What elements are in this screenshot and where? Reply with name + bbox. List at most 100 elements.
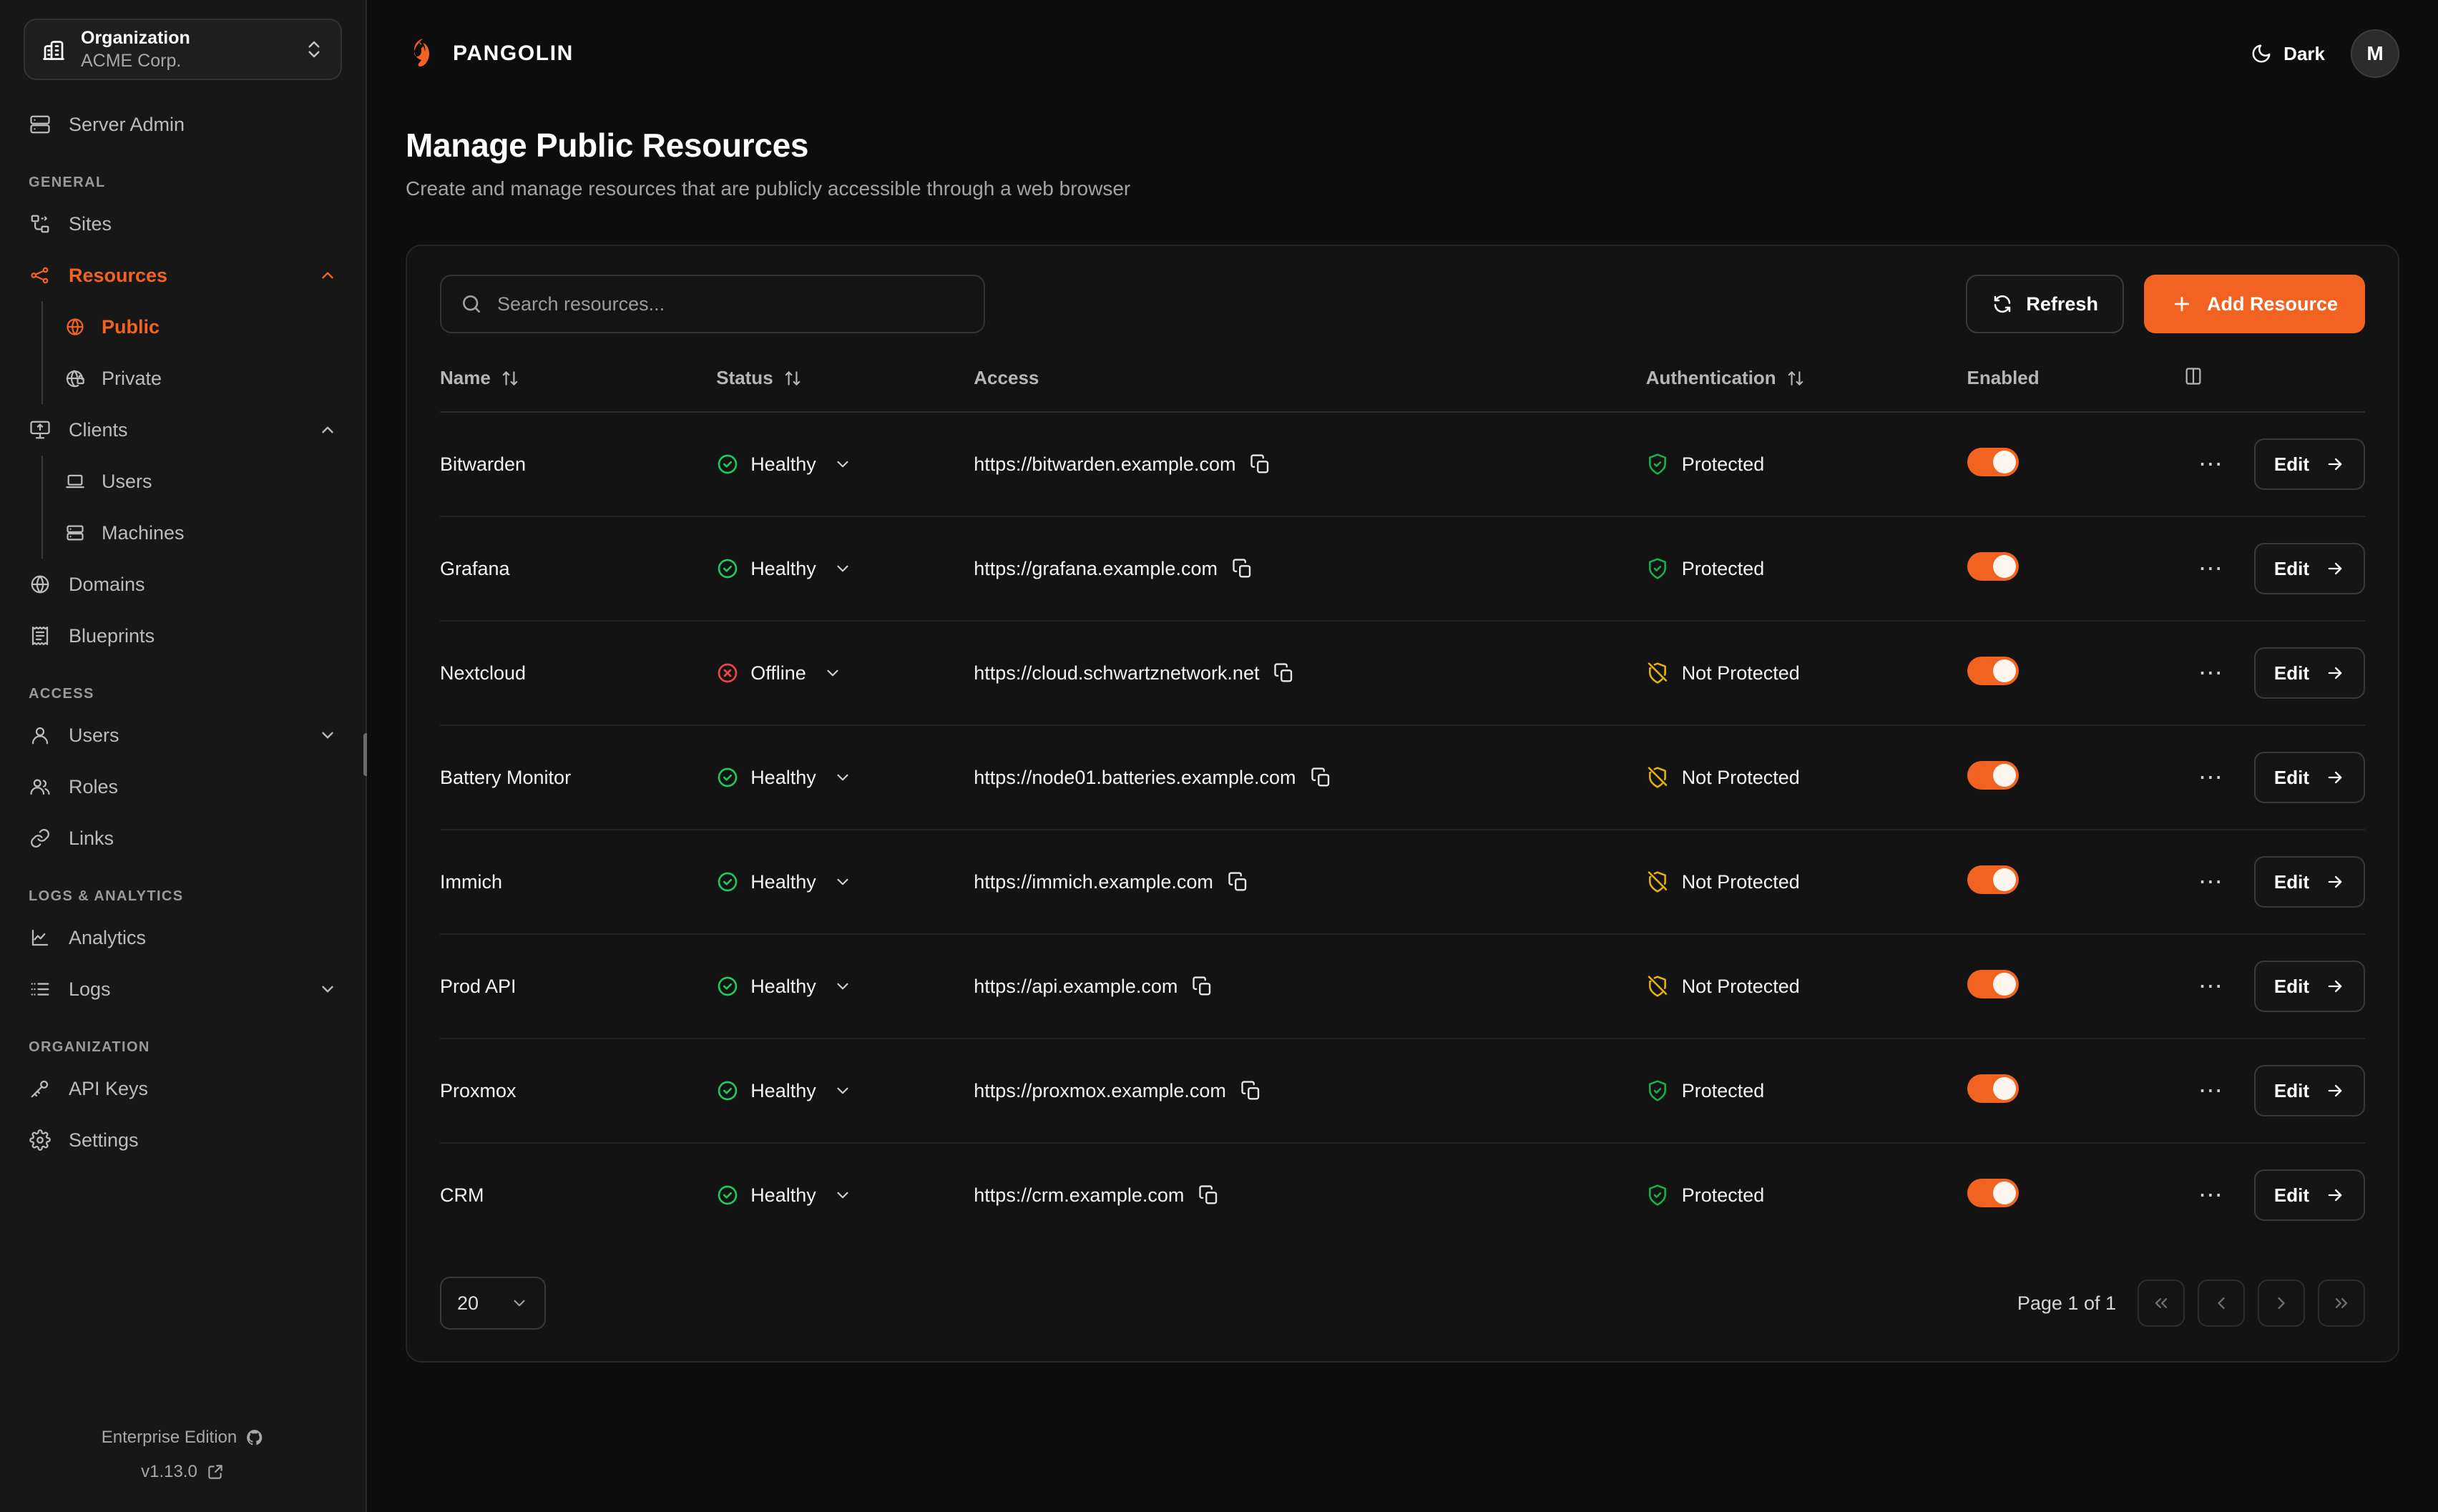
chevron-down-icon[interactable] (833, 1081, 852, 1100)
table-row[interactable]: Immich Healthy https://immich.example.com N… (440, 830, 2365, 935)
copy-icon[interactable] (1198, 1184, 1220, 1206)
table-row[interactable]: Proxmox Healthy https://proxmox.example.co… (440, 1039, 2365, 1144)
chevron-down-icon[interactable] (833, 768, 852, 787)
status-badge[interactable]: Healthy (716, 453, 974, 476)
enabled-toggle[interactable] (1967, 656, 2019, 685)
status-badge[interactable]: Healthy (716, 766, 974, 789)
status-badge[interactable]: Healthy (716, 1079, 974, 1102)
edit-button[interactable]: Edit (2253, 961, 2365, 1012)
theme-toggle[interactable]: Dark (2251, 43, 2325, 65)
enabled-toggle[interactable] (1967, 1178, 2019, 1207)
status-badge[interactable]: Offline (716, 662, 974, 684)
row-menu-button[interactable]: ⋯ (2198, 1077, 2224, 1104)
search-box[interactable] (440, 275, 985, 333)
copy-icon[interactable] (1228, 871, 1249, 893)
sidebar-item-clients[interactable]: Clients (19, 404, 347, 456)
chevron-down-icon[interactable] (833, 455, 852, 473)
list-icon (29, 978, 52, 1001)
sidebar-item-blueprints[interactable]: Blueprints (19, 610, 347, 662)
chevron-up-icon[interactable] (318, 421, 337, 439)
chevron-up-icon[interactable] (318, 266, 337, 285)
page-size-select[interactable]: 20 (440, 1277, 546, 1330)
enabled-toggle[interactable] (1967, 551, 2019, 581)
row-menu-button[interactable]: ⋯ (2198, 973, 2224, 1000)
sidebar-item-machines[interactable]: Machines (43, 507, 347, 559)
chevron-down-icon[interactable] (318, 726, 337, 745)
sidebar-item-users[interactable]: Users (19, 710, 347, 761)
sidebar-item-api-keys[interactable]: API Keys (19, 1063, 347, 1114)
refresh-button[interactable]: Refresh (1966, 275, 2124, 333)
avatar[interactable]: M (2351, 29, 2399, 78)
column-visibility-toggle[interactable] (2183, 366, 2365, 413)
enabled-toggle[interactable] (1967, 1074, 2019, 1103)
sidebar-item-server-admin[interactable]: Server Admin (19, 99, 347, 150)
row-menu-button[interactable]: ⋯ (2198, 555, 2224, 582)
status-badge[interactable]: Healthy (716, 557, 974, 580)
row-menu-button[interactable]: ⋯ (2198, 764, 2224, 791)
chevron-down-icon[interactable] (318, 980, 337, 998)
table-row[interactable]: Battery Monitor Healthy https://node01.bat… (440, 725, 2365, 830)
status-badge[interactable]: Healthy (716, 975, 974, 998)
status-badge[interactable]: Healthy (716, 870, 974, 893)
row-menu-button[interactable]: ⋯ (2198, 1182, 2224, 1209)
edit-button[interactable]: Edit (2253, 856, 2365, 908)
copy-icon[interactable] (1250, 453, 1271, 475)
sidebar-item-public[interactable]: Public (43, 301, 347, 353)
chevron-down-icon[interactable] (833, 1186, 852, 1204)
sidebar-item-analytics[interactable]: Analytics (19, 912, 347, 963)
chevron-down-icon[interactable] (823, 664, 842, 682)
row-menu-button[interactable]: ⋯ (2198, 451, 2224, 478)
search-input[interactable] (497, 293, 965, 315)
table-row[interactable]: Grafana Healthy https://grafana.example.co… (440, 516, 2365, 622)
sidebar-item-private[interactable]: Private (43, 353, 347, 404)
table-row[interactable]: Bitwarden Healthy https://bitwarden.exampl… (440, 412, 2365, 517)
sidebar-item-logs[interactable]: Logs (19, 963, 347, 1015)
copy-icon[interactable] (1273, 662, 1295, 684)
edit-button[interactable]: Edit (2253, 543, 2365, 594)
enabled-toggle[interactable] (1967, 447, 2019, 476)
org-switcher[interactable]: Organization ACME Corp. (24, 19, 342, 80)
version-link[interactable]: v1.13.0 (141, 1462, 225, 1482)
edition-link[interactable]: Enterprise Edition (102, 1428, 264, 1448)
sidebar-item-domains[interactable]: Domains (19, 559, 347, 610)
chevron-down-icon[interactable] (833, 977, 852, 996)
column-header-name[interactable]: Name (440, 366, 717, 413)
chevron-down-icon[interactable] (833, 559, 852, 578)
column-header-authentication[interactable]: Authentication (1645, 366, 1967, 413)
sidebar-item-clients-users[interactable]: Users (43, 456, 347, 507)
status-badge[interactable]: Healthy (716, 1184, 974, 1207)
last-page-button[interactable] (2318, 1280, 2365, 1327)
prev-page-button[interactable] (2198, 1280, 2245, 1327)
sidebar-scrollbar[interactable] (363, 733, 368, 776)
column-header-status[interactable]: Status (716, 366, 974, 413)
sidebar-item-sites[interactable]: Sites (19, 198, 347, 250)
enabled-toggle[interactable] (1967, 969, 2019, 998)
sidebar-item-roles[interactable]: Roles (19, 761, 347, 813)
copy-icon[interactable] (1240, 1080, 1262, 1101)
sidebar-item-settings[interactable]: Settings (19, 1114, 347, 1166)
edit-button[interactable]: Edit (2253, 647, 2365, 699)
add-resource-button[interactable]: Add Resource (2143, 275, 2365, 333)
cell-status: Healthy (716, 1143, 974, 1247)
brand[interactable]: PANGOLIN (406, 36, 574, 71)
table-row[interactable]: Nextcloud Offline https://cloud.schwartzne… (440, 621, 2365, 726)
sidebar-item-links[interactable]: Links (19, 813, 347, 864)
globe-lock-icon (64, 368, 86, 389)
edit-button[interactable]: Edit (2253, 1065, 2365, 1116)
table-row[interactable]: CRM Healthy https://crm.example.com Protect… (440, 1143, 2365, 1247)
chevron-down-icon[interactable] (833, 873, 852, 891)
sidebar-item-resources[interactable]: Resources (19, 250, 347, 301)
first-page-button[interactable] (2138, 1280, 2185, 1327)
copy-icon[interactable] (1232, 558, 1253, 579)
enabled-toggle[interactable] (1967, 865, 2019, 894)
edit-button[interactable]: Edit (2253, 1169, 2365, 1221)
enabled-toggle[interactable] (1967, 760, 2019, 790)
row-menu-button[interactable]: ⋯ (2198, 659, 2224, 687)
next-page-button[interactable] (2258, 1280, 2305, 1327)
row-menu-button[interactable]: ⋯ (2198, 868, 2224, 895)
edit-button[interactable]: Edit (2253, 752, 2365, 803)
copy-icon[interactable] (1192, 976, 1213, 997)
copy-icon[interactable] (1311, 767, 1332, 788)
edit-button[interactable]: Edit (2253, 438, 2365, 490)
table-row[interactable]: Prod API Healthy https://api.example.com No… (440, 934, 2365, 1039)
